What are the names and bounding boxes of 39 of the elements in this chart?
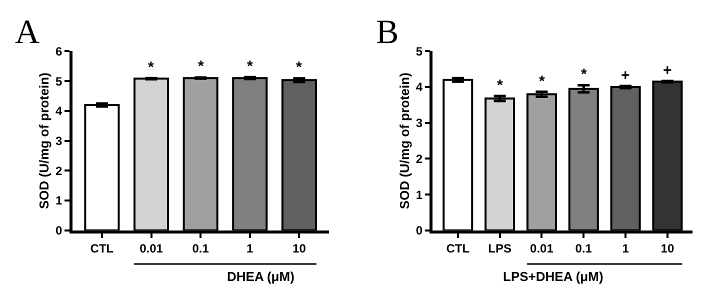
y-tick-label: 6 <box>56 44 63 58</box>
x-tick-label: 1 <box>246 242 254 256</box>
y-tick-label: 2 <box>56 164 63 178</box>
y-tick-label: 5 <box>56 74 63 88</box>
annotation: + <box>621 67 630 84</box>
y-tick-label: 3 <box>56 134 63 148</box>
x-tick-label: CTL <box>90 242 114 256</box>
annotation: * <box>497 77 503 94</box>
x-tick-label: 0.1 <box>575 242 592 256</box>
annotation: * <box>247 58 253 75</box>
y-tick-label: 2 <box>416 152 423 166</box>
x-tick-label: 1 <box>622 242 630 256</box>
y-axis-title: SOD (U/mg of protein) <box>396 72 412 210</box>
annotation: * <box>539 73 545 90</box>
y-tick-label: 1 <box>56 194 63 208</box>
x-axis-title: DHEA (μM) <box>227 269 294 284</box>
chart-title: A <box>15 14 40 51</box>
x-tick-label: LPS <box>488 242 512 256</box>
annotation: * <box>148 59 154 76</box>
y-axis-title: SOD (U/mg of protein) <box>36 72 52 210</box>
y-tick-label: 4 <box>56 104 63 118</box>
x-tick-label: 10 <box>292 242 306 256</box>
y-tick-label: 5 <box>416 44 423 58</box>
annotation: * <box>198 58 204 75</box>
y-tick-label: 0 <box>416 224 423 238</box>
y-tick-label: 3 <box>416 116 423 130</box>
x-tick-label: 0.1 <box>192 242 210 256</box>
chart-title: B <box>376 14 399 51</box>
x-tick-label: 10 <box>660 242 674 256</box>
annotation: * <box>581 66 587 83</box>
y-tick-label: 4 <box>416 80 423 94</box>
annotation: + <box>663 62 672 79</box>
x-tick-label: 0.01 <box>140 242 164 256</box>
y-tick-label: 1 <box>416 188 423 202</box>
x-tick-label: CTL <box>446 242 470 256</box>
x-tick-label: 0.01 <box>530 242 554 256</box>
x-axis-title: LPS+DHEA (μM) <box>503 269 604 284</box>
annotation: * <box>296 59 302 76</box>
y-tick-label: 0 <box>56 224 63 238</box>
